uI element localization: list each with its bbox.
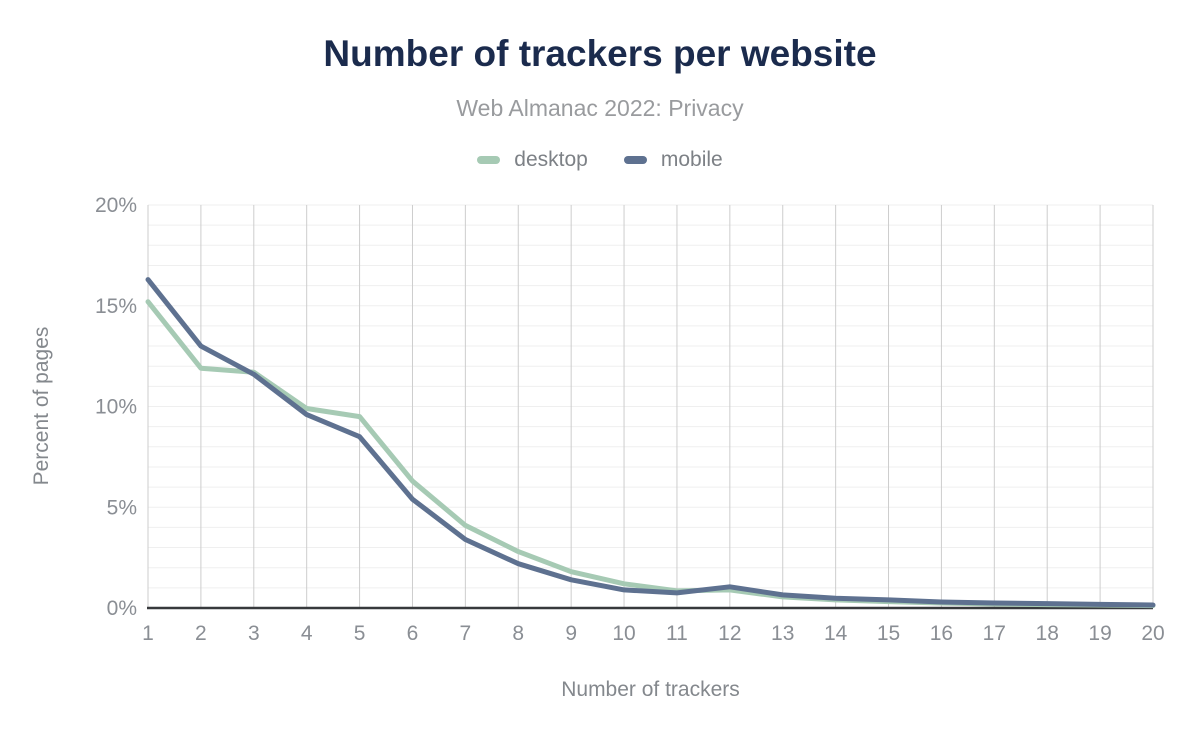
y-tick-label: 0%	[107, 597, 137, 620]
x-tick-label: 14	[824, 622, 848, 645]
legend-label-desktop: desktop	[514, 148, 588, 171]
y-tick-label: 10%	[95, 396, 137, 419]
chart-title: Number of trackers per website	[323, 33, 877, 74]
chart-subtitle: Web Almanac 2022: Privacy	[456, 95, 744, 121]
x-tick-label: 13	[771, 622, 794, 645]
x-tick-label: 9	[565, 622, 577, 645]
x-tick-label: 3	[248, 622, 260, 645]
legend-item-mobile: mobile	[623, 148, 723, 172]
legend: desktop mobile	[0, 148, 1200, 172]
x-tick-label: 12	[718, 622, 741, 645]
mobile-line[interactable]	[145, 277, 1156, 608]
x-axis-title: Number of trackers	[561, 678, 740, 701]
x-tick-label: 10	[612, 622, 635, 645]
mobile-swatch-icon	[623, 156, 647, 164]
x-tick-label: 19	[1088, 622, 1111, 645]
x-tick-label: 18	[1036, 622, 1059, 645]
x-tick-label: 6	[407, 622, 419, 645]
y-tick-label: 20%	[95, 194, 137, 217]
x-tick-label: 4	[301, 622, 313, 645]
x-tick-label: 16	[930, 622, 953, 645]
x-tick-label: 2	[195, 622, 207, 645]
desktop-swatch-icon	[477, 156, 501, 164]
y-tick-label: 5%	[107, 496, 137, 519]
x-tick-label: 20	[1141, 622, 1164, 645]
x-tick-label: 8	[512, 622, 524, 645]
desktop-line[interactable]	[145, 299, 1156, 609]
x-tick-label: 7	[460, 622, 472, 645]
x-tick-label: 17	[983, 622, 1006, 645]
x-tick-label: 1	[142, 622, 154, 645]
legend-label-mobile: mobile	[660, 148, 723, 171]
x-tick-label: 15	[877, 622, 900, 645]
x-tick-label: 5	[354, 622, 366, 645]
legend-item-desktop: desktop	[477, 148, 588, 172]
y-tick-label: 15%	[95, 295, 137, 318]
x-tick-label: 11	[666, 622, 688, 645]
